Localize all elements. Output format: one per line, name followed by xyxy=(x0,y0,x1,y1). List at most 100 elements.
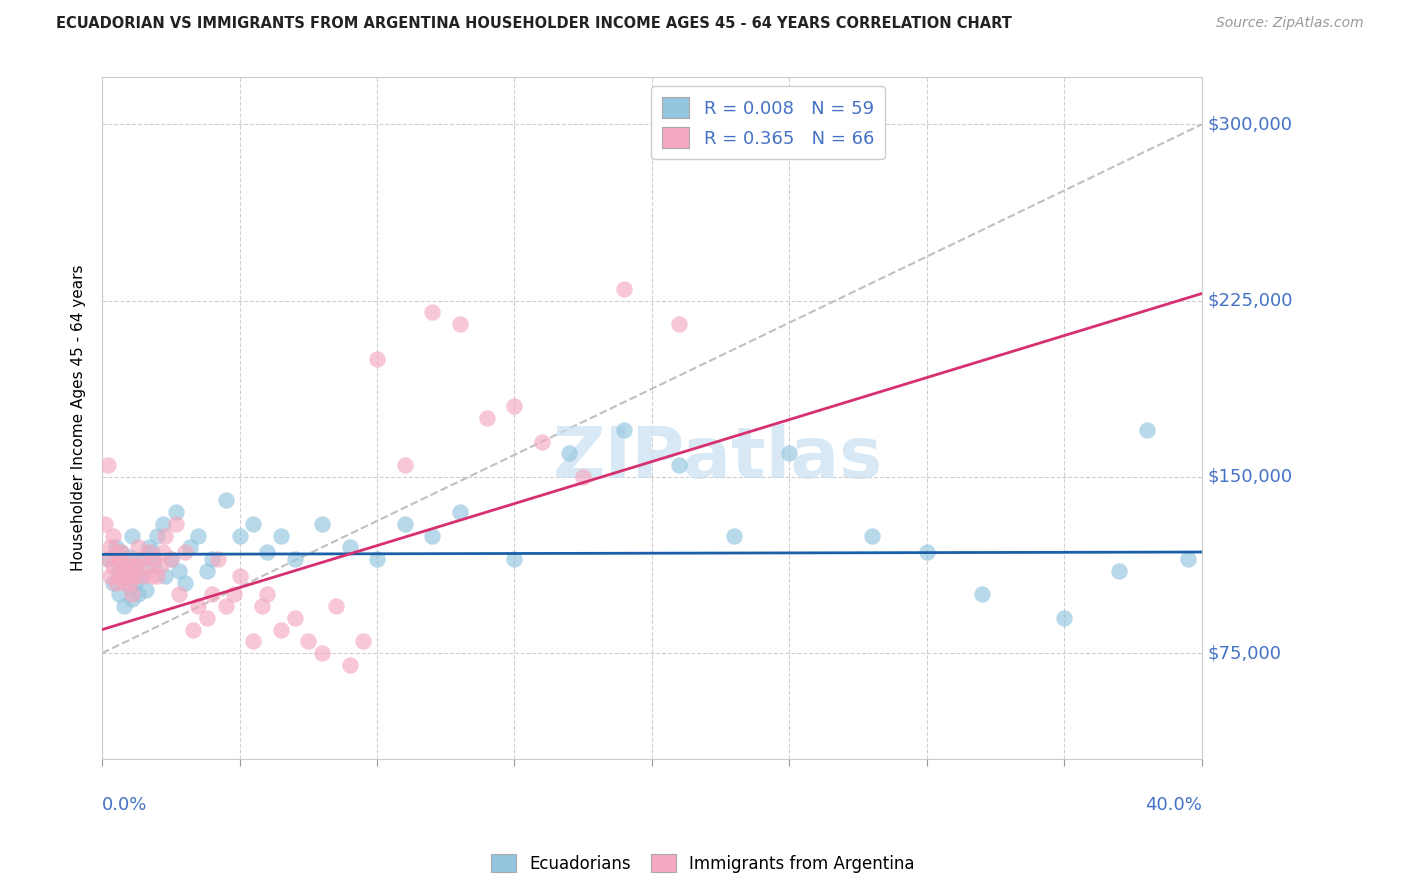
Point xyxy=(915,545,938,559)
Point xyxy=(160,552,183,566)
Text: 0.0%: 0.0% xyxy=(103,797,148,814)
Point xyxy=(127,587,149,601)
Point xyxy=(104,541,127,555)
Point xyxy=(132,552,155,566)
Point xyxy=(115,552,138,566)
Point xyxy=(103,528,125,542)
Point xyxy=(394,516,416,531)
Text: 40.0%: 40.0% xyxy=(1144,797,1202,814)
Legend: Ecuadorians, Immigrants from Argentina: Ecuadorians, Immigrants from Argentina xyxy=(485,847,921,880)
Point xyxy=(173,575,195,590)
Point xyxy=(103,559,125,574)
Point xyxy=(1053,611,1076,625)
Point xyxy=(124,575,146,590)
Legend: R = 0.008   N = 59, R = 0.365   N = 66: R = 0.008 N = 59, R = 0.365 N = 66 xyxy=(651,87,884,159)
Point xyxy=(284,611,307,625)
Point xyxy=(121,587,143,601)
Point xyxy=(165,516,187,531)
Point xyxy=(149,559,172,574)
Point xyxy=(179,541,201,555)
Point xyxy=(141,568,163,582)
Text: ZIPatlas: ZIPatlas xyxy=(553,425,883,493)
Point xyxy=(97,458,120,472)
Point xyxy=(107,587,129,601)
Point xyxy=(124,564,146,578)
Point xyxy=(118,559,141,574)
Point xyxy=(558,446,581,460)
Point xyxy=(124,559,146,574)
Point xyxy=(115,568,138,582)
Point xyxy=(475,411,498,425)
Point xyxy=(256,545,278,559)
Point xyxy=(352,634,374,648)
Point xyxy=(152,516,174,531)
Point xyxy=(224,587,246,601)
Text: $75,000: $75,000 xyxy=(1208,644,1281,662)
Point xyxy=(107,552,129,566)
Point xyxy=(325,599,347,613)
Point xyxy=(242,634,264,648)
Point xyxy=(242,516,264,531)
Point xyxy=(228,568,250,582)
Point xyxy=(104,575,127,590)
Point xyxy=(311,516,333,531)
Point xyxy=(167,564,190,578)
Point xyxy=(572,470,595,484)
Point xyxy=(668,458,690,472)
Point xyxy=(100,541,122,555)
Point xyxy=(394,458,416,472)
Point xyxy=(110,568,132,582)
Point xyxy=(503,400,526,414)
Point xyxy=(201,552,224,566)
Point xyxy=(195,611,218,625)
Point xyxy=(110,545,132,559)
Point xyxy=(215,493,238,508)
Point xyxy=(94,516,117,531)
Point xyxy=(165,505,187,519)
Point xyxy=(138,541,160,555)
Point xyxy=(118,549,141,564)
Text: $300,000: $300,000 xyxy=(1208,115,1292,134)
Point xyxy=(284,552,307,566)
Point xyxy=(1177,552,1199,566)
Point xyxy=(100,568,122,582)
Point xyxy=(135,559,157,574)
Point xyxy=(187,528,209,542)
Point xyxy=(181,623,204,637)
Point xyxy=(297,634,319,648)
Point xyxy=(107,568,129,582)
Point xyxy=(135,582,157,597)
Text: ECUADORIAN VS IMMIGRANTS FROM ARGENTINA HOUSEHOLDER INCOME AGES 45 - 64 YEARS CO: ECUADORIAN VS IMMIGRANTS FROM ARGENTINA … xyxy=(56,16,1012,31)
Point xyxy=(1136,423,1159,437)
Point xyxy=(1108,564,1130,578)
Point xyxy=(723,528,745,542)
Point xyxy=(366,352,388,367)
Point xyxy=(138,545,160,559)
Point xyxy=(112,564,135,578)
Point xyxy=(146,528,169,542)
Point xyxy=(173,545,195,559)
Point xyxy=(110,559,132,574)
Point xyxy=(187,599,209,613)
Point xyxy=(449,317,471,331)
Point xyxy=(311,646,333,660)
Point xyxy=(668,317,690,331)
Point xyxy=(339,541,361,555)
Point xyxy=(112,575,135,590)
Point xyxy=(129,552,152,566)
Point xyxy=(118,580,141,594)
Point xyxy=(207,552,229,566)
Point xyxy=(110,545,132,559)
Point xyxy=(118,575,141,590)
Point xyxy=(129,568,152,582)
Point xyxy=(195,564,218,578)
Point xyxy=(613,423,636,437)
Text: $150,000: $150,000 xyxy=(1208,467,1292,486)
Point xyxy=(112,559,135,574)
Point xyxy=(503,552,526,566)
Point xyxy=(141,545,163,559)
Text: $225,000: $225,000 xyxy=(1208,292,1292,310)
Point xyxy=(215,599,238,613)
Point xyxy=(143,559,166,574)
Point xyxy=(201,587,224,601)
